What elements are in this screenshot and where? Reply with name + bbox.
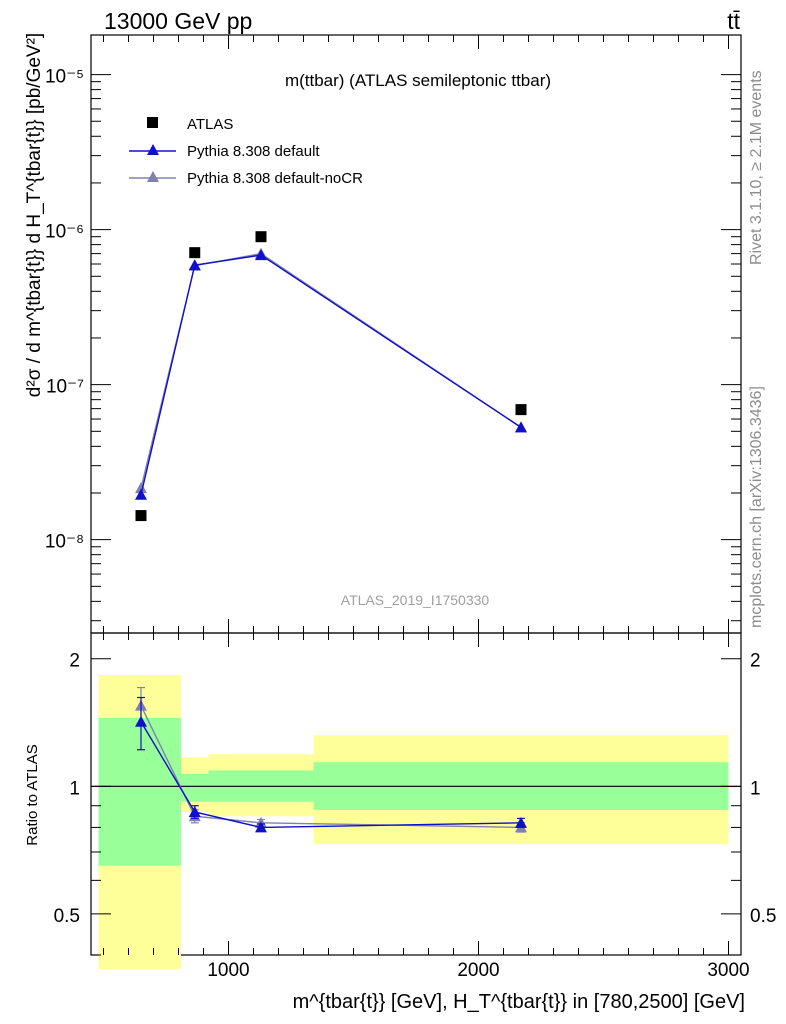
ratio-y-tick-label: 2 (69, 651, 80, 672)
legend-label-atlas: ATLAS (187, 116, 233, 133)
ratio-y-tick-label: 1 (750, 778, 761, 799)
ratio-point-default (515, 816, 527, 828)
ratio-bands (91, 675, 741, 970)
point-atlas (135, 510, 147, 522)
energy-label: 13000 GeV pp (104, 8, 252, 34)
ratio-y-tick-label: 0.5 (750, 906, 776, 927)
series-line-default (140, 254, 522, 495)
point-atlas (189, 247, 201, 259)
legend-label-nocr: Pythia 8.308 default-noCR (187, 170, 363, 187)
point-default (135, 488, 147, 500)
y-tick-label: 10⁻⁵ (45, 67, 84, 88)
ratio-y-tick-label: 1 (69, 778, 80, 799)
legend-marker-nocr (147, 171, 159, 182)
band-inner (98, 717, 181, 866)
ratio-point-default (135, 715, 147, 727)
point-default (515, 421, 527, 433)
x-axis-label: m^{tbar{t}} [GeV], H_T^{tbar{t}} in [780… (293, 991, 745, 1013)
y-tick-label: 10⁻⁸ (45, 532, 84, 553)
data-marks (135, 231, 527, 833)
ratio-point-default (255, 821, 267, 833)
process-label: tt̄ (727, 8, 740, 34)
analysis-label: ATLAS_2019_I1750330 (341, 592, 490, 608)
y-tick-label: 10⁻⁷ (46, 377, 84, 398)
legend-marker-default (147, 144, 159, 155)
series-line-nocr (140, 252, 522, 489)
top-ylabel: d²σ / d m^{tbar{t}} d H_T^{tbar{t}} [pb/… (24, 33, 45, 397)
mcplots-label: mcplots.cern.ch [arXiv:1306.3436] (748, 386, 765, 628)
point-nocr (135, 482, 147, 494)
x-tick-label: 2000 (457, 960, 499, 981)
ratio-y-tick-label: 2 (750, 651, 761, 672)
legend-label-default: Pythia 8.308 default (187, 143, 320, 160)
point-default (188, 259, 201, 271)
point-atlas (255, 231, 267, 243)
bottom-panel-frame (90, 632, 742, 956)
point-default (255, 249, 267, 261)
plot-title: m(ttbar) (ATLAS semileptonic ttbar) (285, 71, 551, 90)
rivet-label: Rivet 3.1.10, ≥ 2.1M events (748, 70, 765, 265)
legend-marker-atlas (147, 117, 158, 128)
legend: ATLAS Pythia 8.308 default Pythia 8.308 … (129, 116, 363, 187)
y-tick-label: 10⁻⁶ (45, 222, 84, 243)
ratio-line-default (140, 721, 522, 829)
ratio-y-tick-label: 0.5 (54, 906, 80, 927)
ratio-point-default (188, 805, 201, 817)
x-tick-label: 1000 (207, 960, 249, 981)
point-atlas (515, 404, 527, 416)
x-tick-label: 3000 (707, 960, 749, 981)
axis-ticks: 1000 2000 3000 10⁻⁸ 10⁻⁷ 10⁻⁶ 10⁻⁵ 0.5 0.5 1 1 2 2 (45, 35, 776, 981)
bottom-ylabel: Ratio to ATLAS (24, 744, 41, 845)
